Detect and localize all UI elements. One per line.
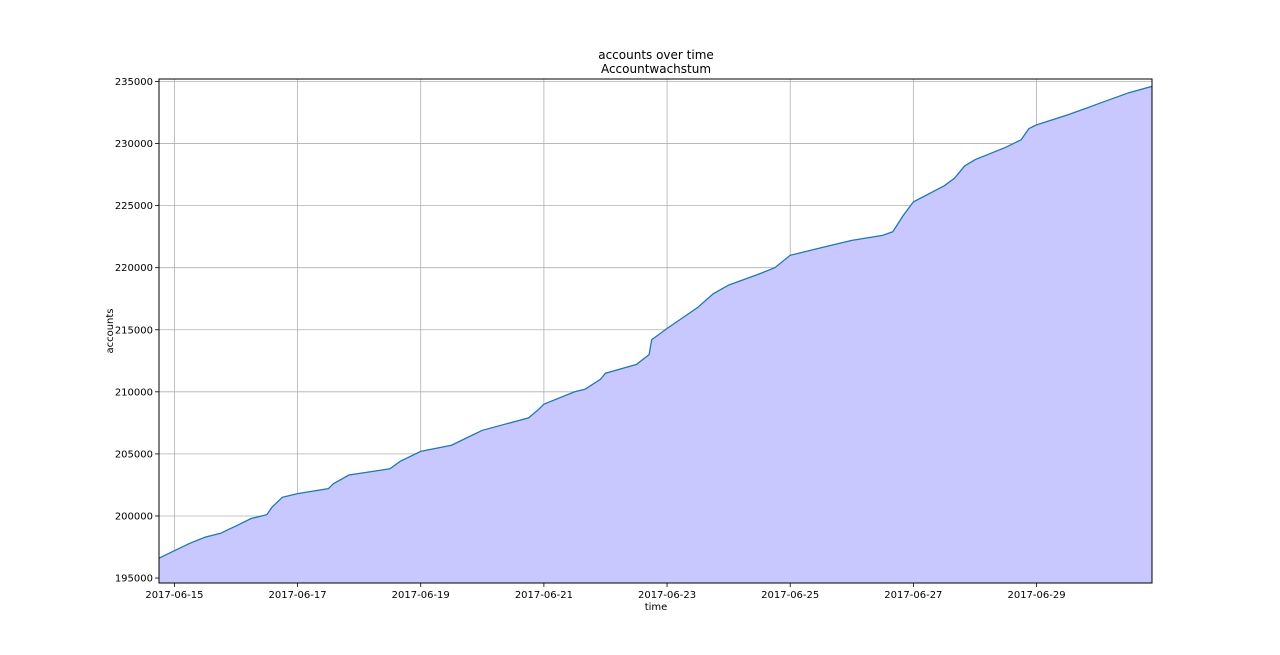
area-fill bbox=[159, 86, 1152, 584]
x-tick-label: 2017-06-23 bbox=[638, 590, 696, 601]
x-tick-label: 2017-06-15 bbox=[145, 590, 203, 601]
x-axis: 2017-06-15 2017-06-17 2017-06-19 2017-06-21… bbox=[145, 583, 1066, 601]
chart-subtitle: Accountwachstum bbox=[601, 62, 711, 76]
x-axis-label: time bbox=[645, 602, 668, 613]
y-tick-label: 205000 bbox=[115, 449, 153, 460]
plot-frame bbox=[158, 78, 1153, 584]
y-tick-label: 195000 bbox=[115, 574, 153, 585]
x-tick-label: 2017-06-25 bbox=[761, 590, 819, 601]
y-axis-label: accounts bbox=[105, 308, 116, 353]
y-tick-label: 230000 bbox=[115, 139, 153, 150]
series-line bbox=[158, 85, 1153, 559]
y-tick-label: 210000 bbox=[115, 387, 153, 398]
x-tick-label: 2017-06-19 bbox=[392, 590, 450, 601]
x-tick-label: 2017-06-21 bbox=[515, 590, 573, 601]
y-tick-label: 235000 bbox=[115, 77, 153, 88]
y-axis: 195000 200000 205000 210000 215000 220000 2250… bbox=[115, 77, 159, 585]
y-tick-label: 215000 bbox=[115, 325, 153, 336]
y-tick-label: 225000 bbox=[115, 201, 153, 212]
y-tick-label: 200000 bbox=[115, 511, 153, 522]
x-tick-label: 2017-06-17 bbox=[268, 590, 326, 601]
x-tick-label: 2017-06-29 bbox=[1007, 590, 1065, 601]
y-tick-label: 220000 bbox=[115, 263, 153, 274]
x-tick-label: 2017-06-27 bbox=[884, 590, 942, 601]
chart-title: accounts over time bbox=[598, 48, 714, 62]
